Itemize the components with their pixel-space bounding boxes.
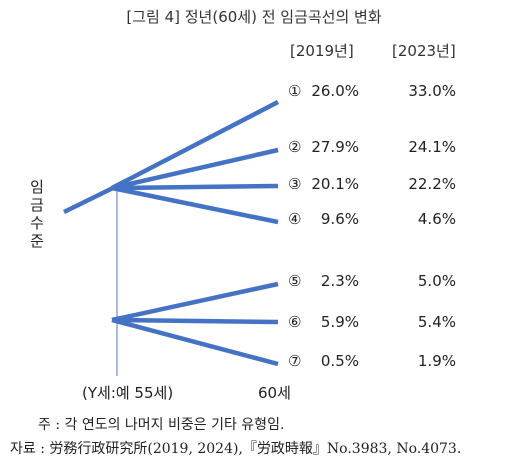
row-2-marker: ② [288,138,302,156]
row-4-marker: ④ [288,210,302,228]
row-6-marker: ⑥ [288,313,302,331]
source-note: 자료 : 労務行政研究所(2019, 2024),『労政時報』No.3983, … [10,441,462,457]
row-5-2019: 2.3% [320,272,359,290]
row-3-2023: 22.2% [408,175,456,193]
base-wage-line [63,183,118,215]
curve-1-line [110,100,280,190]
column-header-2019: [2019년] [290,42,354,60]
row-5-marker: ⑤ [288,272,302,290]
curve-2-line [111,147,279,191]
row-6-2019: 5.9% [320,313,359,331]
row-7-2019: 0.5% [320,352,359,370]
row-3-marker: ③ [288,175,302,193]
curve-5-line [111,281,279,323]
column-header-2023: [2023년] [392,42,456,60]
curve-3-line [111,183,279,191]
row-5-2023: 5.0% [417,272,456,290]
figure-title: [그림 4] 정년(60세) 전 임금곡선의 변화 [126,8,382,26]
row-4-2023: 4.6% [417,210,456,228]
row-4-2019: 9.6% [320,210,359,228]
row-7-marker: ⑦ [288,352,302,370]
footnote: 주 : 각 연도의 나머지 비중은 기타 유형임. [38,417,285,433]
row-1-marker: ① [288,82,302,100]
curve-7-line [111,317,279,367]
row-2-2019: 27.9% [311,138,359,156]
row-1-2019: 26.0% [311,82,359,100]
row-7-2023: 1.9% [417,352,456,370]
x-start-label: (Y세:예 55세) [82,384,174,402]
x-end-label: 60세 [258,384,291,402]
row-2-2023: 24.1% [408,138,456,156]
row-3-2019: 20.1% [311,175,359,193]
curve-4-line [111,185,279,225]
curve-6-line [111,317,279,325]
y-axis-label: 임금수준 [30,178,44,250]
row-1-2023: 33.0% [408,82,456,100]
row-6-2023: 5.4% [417,313,456,331]
